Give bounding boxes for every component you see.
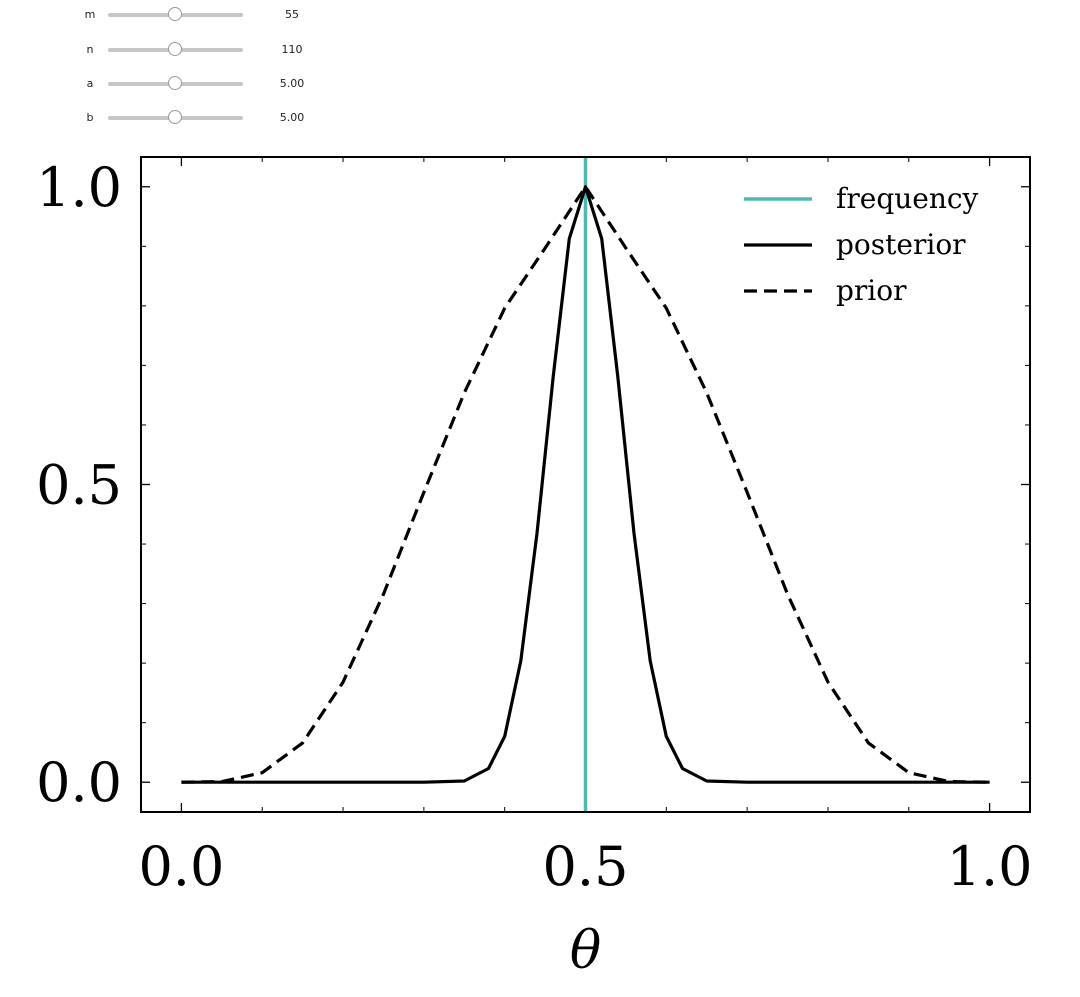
- slider-value-m: 55: [285, 8, 299, 21]
- slider-label-b: b: [86, 111, 94, 124]
- legend-label-posterior: posterior: [836, 228, 966, 261]
- slider-handle-a[interactable]: [167, 76, 182, 90]
- slider-value-b: 5.00: [279, 111, 305, 124]
- slider-value-a: 5.00: [279, 77, 305, 90]
- series-prior-curve: [181, 185, 990, 784]
- legend-label-prior: prior: [836, 274, 907, 307]
- slider-label-m: m: [84, 8, 96, 21]
- slider-handle-m[interactable]: [167, 7, 182, 21]
- slider-row-m: m 55: [0, 5, 340, 25]
- x-tick-label: 0.5: [543, 835, 629, 898]
- slider-label-a: a: [86, 77, 94, 90]
- plot-frame: [140, 156, 1031, 813]
- series-posterior-curve: [181, 185, 990, 784]
- y-tick-label: 0.0: [36, 751, 122, 814]
- y-tick-label: 1.0: [36, 156, 122, 219]
- slider-row-n: n 110: [0, 40, 340, 60]
- slider-handle-n[interactable]: [167, 42, 182, 56]
- slider-row-a: a 5.00: [0, 74, 340, 94]
- legend-label-frequency: frequency: [836, 182, 979, 215]
- x-tick-label: 1.0: [947, 835, 1033, 898]
- slider-value-n: 110: [281, 43, 303, 56]
- x-tick-label: 0.0: [138, 835, 224, 898]
- slider-row-b: b 5.00: [0, 108, 340, 128]
- slider-label-n: n: [86, 43, 94, 56]
- y-tick-label: 0.5: [36, 454, 122, 517]
- slider-handle-b[interactable]: [167, 110, 182, 124]
- x-axis-label: θ: [570, 921, 601, 981]
